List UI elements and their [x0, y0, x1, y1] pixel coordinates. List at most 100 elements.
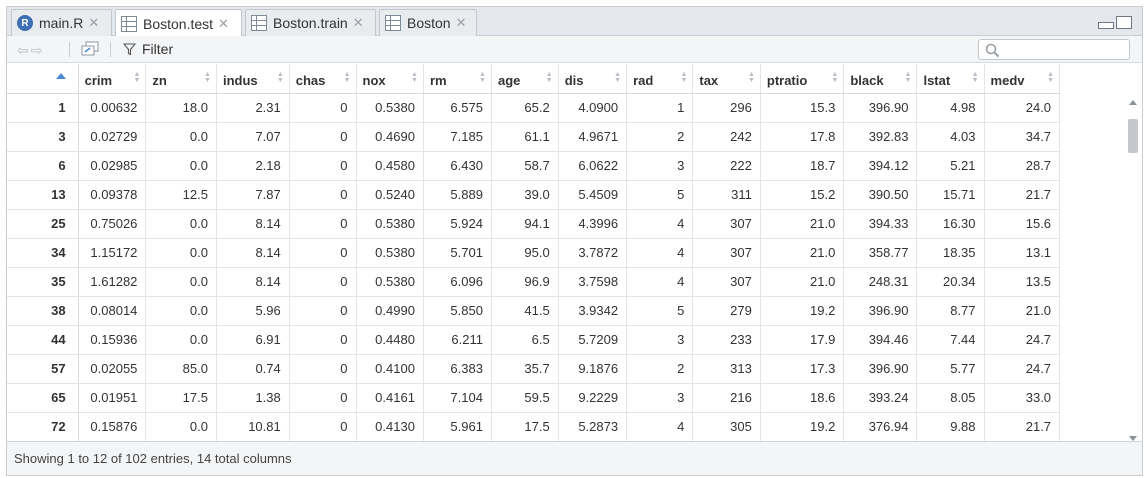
cell-chas[interactable]: 0: [289, 180, 357, 210]
cell-medv[interactable]: 21.7: [984, 412, 1061, 442]
cell-lstat[interactable]: 5.21: [916, 151, 985, 181]
table-row[interactable]: 57 0.02055 85.0 0.74 0 0.4100 6.383 35.7 9.1876 2…: [7, 354, 1128, 384]
cell-tax[interactable]: 305: [692, 412, 761, 442]
cell-age[interactable]: 6.5: [491, 325, 559, 355]
cell-tax[interactable]: 311: [692, 180, 761, 210]
cell-age[interactable]: 17.5: [491, 412, 559, 442]
filter-button[interactable]: Filter: [123, 41, 173, 57]
cell-age[interactable]: 95.0: [491, 238, 559, 268]
cell-crim[interactable]: 0.15876: [78, 412, 147, 442]
cell-dis[interactable]: 9.2229: [558, 383, 628, 413]
cell-dis[interactable]: 6.0622: [558, 151, 628, 181]
cell-chas[interactable]: 0: [289, 267, 357, 297]
cell-lstat[interactable]: 18.35: [916, 238, 985, 268]
cell-black[interactable]: 396.90: [843, 354, 918, 384]
column-header-ptratio[interactable]: ptratio ▲ ▼: [760, 64, 845, 94]
cell-crim[interactable]: 0.02985: [78, 151, 147, 181]
cell-dis[interactable]: 4.0900: [558, 93, 628, 123]
cell-tax[interactable]: 279: [692, 296, 761, 326]
cell-black[interactable]: 376.94: [843, 412, 918, 442]
cell-medv[interactable]: 34.7: [984, 122, 1061, 152]
cell-tax[interactable]: 307: [692, 238, 761, 268]
cell-dis[interactable]: 4.3996: [558, 209, 628, 239]
cell-chas[interactable]: 0: [289, 151, 357, 181]
cell-rm[interactable]: 6.575: [423, 93, 492, 123]
maximize-pane-icon[interactable]: [1116, 16, 1132, 29]
table-row[interactable]: 65 0.01951 17.5 1.38 0 0.4161 7.104 59.5 9.2229 3…: [7, 383, 1128, 413]
tab-boston-test[interactable]: Boston.test ✕: [115, 9, 242, 37]
cell-rm[interactable]: 7.104: [423, 383, 492, 413]
cell-ptratio[interactable]: 15.3: [760, 93, 845, 123]
scroll-down-arrow-icon[interactable]: [1129, 436, 1137, 441]
cell-indus[interactable]: 7.07: [216, 122, 290, 152]
column-header-nox[interactable]: nox ▲ ▼: [356, 64, 424, 94]
cell-chas[interactable]: 0: [289, 209, 357, 239]
cell-lstat[interactable]: 7.44: [916, 325, 985, 355]
cell-nox[interactable]: 0.4990: [356, 296, 424, 326]
cell-medv[interactable]: 33.0: [984, 383, 1061, 413]
cell-lstat[interactable]: 16.30: [916, 209, 985, 239]
cell-ptratio[interactable]: 17.8: [760, 122, 845, 152]
cell-zn[interactable]: 17.5: [145, 383, 217, 413]
cell-age[interactable]: 59.5: [491, 383, 559, 413]
cell-zn[interactable]: 0.0: [145, 296, 217, 326]
table-row[interactable]: 38 0.08014 0.0 5.96 0 0.4990 5.850 41.5 3.9342 5 2…: [7, 296, 1128, 326]
close-tab-icon[interactable]: ✕: [352, 15, 364, 30]
popout-window-icon[interactable]: [81, 41, 99, 56]
cell-nox[interactable]: 0.4690: [356, 122, 424, 152]
scroll-up-arrow-icon[interactable]: [1129, 100, 1137, 105]
cell-crim[interactable]: 0.02055: [78, 354, 147, 384]
table-row[interactable]: 34 1.15172 0.0 8.14 0 0.5380 5.701 95.0 3.7872 4 3…: [7, 238, 1128, 268]
cell-age[interactable]: 96.9: [491, 267, 559, 297]
cell-rad[interactable]: 2: [626, 122, 694, 152]
column-header-chas[interactable]: chas ▲ ▼: [289, 64, 357, 94]
cell-age[interactable]: 41.5: [491, 296, 559, 326]
cell-nox[interactable]: 0.5380: [356, 238, 424, 268]
cell-tax[interactable]: 296: [692, 93, 761, 123]
cell-indus[interactable]: 0.74: [216, 354, 290, 384]
cell-lstat[interactable]: 20.34: [916, 267, 985, 297]
cell-rad[interactable]: 5: [626, 180, 694, 210]
cell-rad[interactable]: 3: [626, 151, 694, 181]
search-input[interactable]: [1005, 42, 1123, 57]
cell-indus[interactable]: 2.18: [216, 151, 290, 181]
cell-age[interactable]: 65.2: [491, 93, 559, 123]
table-row[interactable]: 25 0.75026 0.0 8.14 0 0.5380 5.924 94.1 4.3996 4 3…: [7, 209, 1128, 239]
cell-rm[interactable]: 6.096: [423, 267, 492, 297]
cell-crim[interactable]: 0.75026: [78, 209, 147, 239]
column-header-tax[interactable]: tax ▲ ▼: [692, 64, 761, 94]
cell-lstat[interactable]: 9.88: [916, 412, 985, 442]
cell-indus[interactable]: 10.81: [216, 412, 290, 442]
cell-zn[interactable]: 0.0: [145, 238, 217, 268]
close-tab-icon[interactable]: ✕: [218, 15, 229, 31]
table-row[interactable]: 3 0.02729 0.0 7.07 0 0.4690 7.185 61.1 4.9671 2 24…: [7, 122, 1128, 152]
minimize-pane-icon[interactable]: [1098, 22, 1114, 29]
cell-zn[interactable]: 0.0: [145, 412, 217, 442]
column-header-rm[interactable]: rm ▲ ▼: [423, 64, 492, 94]
cell-lstat[interactable]: 15.71: [916, 180, 985, 210]
cell-ptratio[interactable]: 18.6: [760, 383, 845, 413]
tab-main-r[interactable]: R main.R ✕: [11, 9, 112, 36]
cell-rm[interactable]: 5.850: [423, 296, 492, 326]
cell-chas[interactable]: 0: [289, 93, 357, 123]
cell-tax[interactable]: 222: [692, 151, 761, 181]
cell-ptratio[interactable]: 17.3: [760, 354, 845, 384]
table-row[interactable]: 6 0.02985 0.0 2.18 0 0.4580 6.430 58.7 6.0622 3 22…: [7, 151, 1128, 181]
cell-rm[interactable]: 5.961: [423, 412, 492, 442]
cell-zn[interactable]: 0.0: [145, 122, 217, 152]
cell-black[interactable]: 396.90: [843, 93, 918, 123]
cell-nox[interactable]: 0.5240: [356, 180, 424, 210]
cell-rad[interactable]: 2: [626, 354, 694, 384]
table-row[interactable]: 44 0.15936 0.0 6.91 0 0.4480 6.211 6.5 5.7209 3 23…: [7, 325, 1128, 355]
cell-ptratio[interactable]: 21.0: [760, 209, 845, 239]
cell-indus[interactable]: 8.14: [216, 209, 290, 239]
column-header-crim[interactable]: crim ▲ ▼: [78, 64, 147, 94]
column-header-black[interactable]: black ▲ ▼: [843, 64, 918, 94]
cell-nox[interactable]: 0.4580: [356, 151, 424, 181]
cell-crim[interactable]: 0.08014: [78, 296, 147, 326]
cell-indus[interactable]: 2.31: [216, 93, 290, 123]
column-header-age[interactable]: age ▲ ▼: [491, 64, 559, 94]
cell-dis[interactable]: 5.7209: [558, 325, 628, 355]
cell-indus[interactable]: 8.14: [216, 238, 290, 268]
cell-rad[interactable]: 4: [626, 412, 694, 442]
